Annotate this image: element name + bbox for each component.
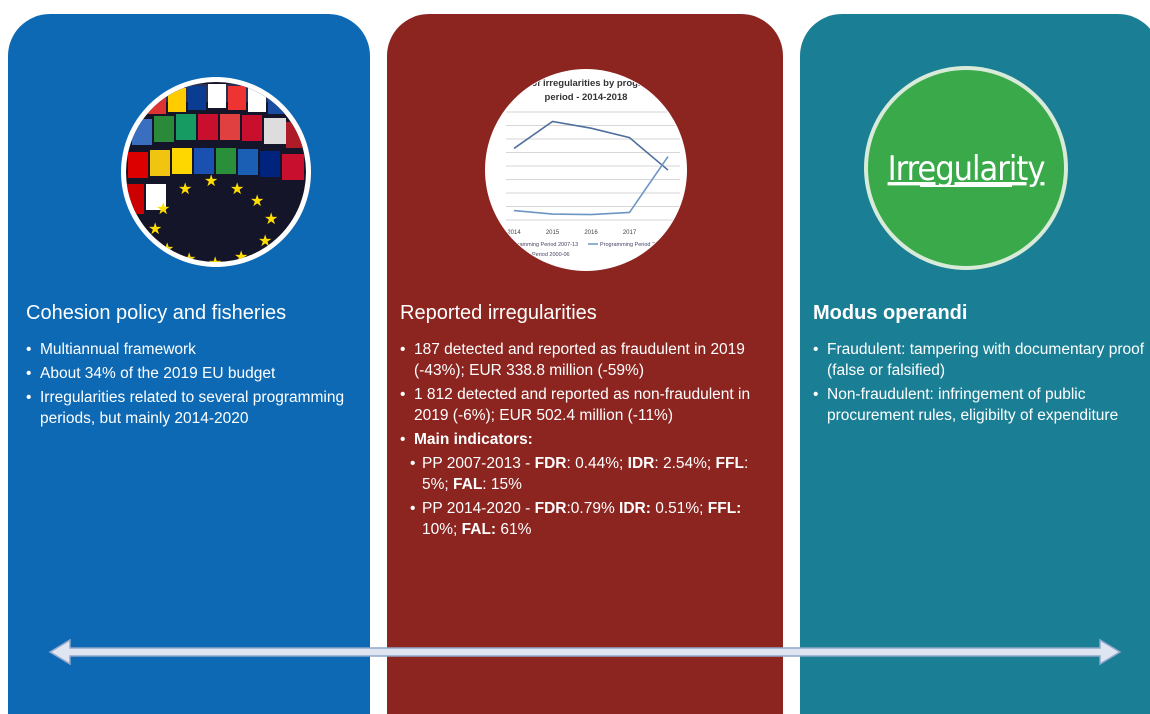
chart-thumbnail: r of irregularities by progra period - 20… bbox=[485, 69, 687, 271]
svg-text:★: ★ bbox=[208, 255, 222, 270]
thumb-line bbox=[513, 120, 669, 171]
bullet-text: FFL bbox=[715, 455, 744, 472]
thumb-x-label: 2016 bbox=[584, 230, 598, 236]
bullet: About 34% of the 2019 EU budget bbox=[26, 363, 366, 384]
bullet-list: Fraudulent: tampering with documentary p… bbox=[813, 339, 1150, 429]
bullet: PP 2014-2020 - FDR:0.79% IDR: 0.51%; FFL… bbox=[410, 498, 778, 540]
card-title: Modus operandi bbox=[813, 302, 968, 324]
bullet-text: Multiannual framework bbox=[40, 341, 196, 358]
badge-label: Irregularity bbox=[888, 149, 1046, 189]
bullet: Multiannual framework bbox=[26, 339, 366, 360]
thumb-x-label: 2015 bbox=[546, 230, 560, 236]
slide: Cohesion policy and fisheries Multiannual… bbox=[0, 0, 1150, 677]
bullet-text: IDR: bbox=[619, 500, 651, 517]
bullet-text: :0.79% bbox=[566, 500, 620, 517]
thumb-x-label: 2017 bbox=[623, 230, 637, 236]
bullet-text: About 34% of the 2019 EU budget bbox=[40, 365, 276, 382]
svg-text:★: ★ bbox=[178, 181, 192, 198]
bullet-text: Non-fraudulent: infringement of public p… bbox=[827, 386, 1119, 424]
bullet-text: : 5%; bbox=[422, 455, 749, 493]
thumb-title: period - 2014-2018 bbox=[545, 92, 628, 103]
bullet-text: FDR bbox=[534, 455, 567, 472]
card-title: Reported irregularities bbox=[400, 302, 597, 324]
bullet: 187 detected and reported as fraudulent … bbox=[400, 339, 778, 381]
bullet: Non-fraudulent: infringement of public p… bbox=[813, 384, 1150, 426]
svg-text:★: ★ bbox=[204, 173, 218, 190]
bullet-text: IDR bbox=[627, 455, 655, 472]
svg-text:★: ★ bbox=[230, 181, 244, 198]
thumb-title: r of irregularities by progra bbox=[525, 78, 648, 89]
bullet-text: 10%; bbox=[422, 521, 462, 538]
bullet-text: 1 812 detected and reported as non-fraud… bbox=[414, 386, 751, 424]
bullet-text: : 15% bbox=[482, 476, 522, 493]
svg-text:★: ★ bbox=[148, 221, 162, 238]
bullet-text: 0.51%; bbox=[650, 500, 708, 517]
timeline-arrow bbox=[48, 638, 1122, 666]
bullet-text: PP 2007-2013 - bbox=[422, 455, 535, 472]
bullet: Fraudulent: tampering with documentary p… bbox=[813, 339, 1150, 381]
bullet: Main indicators: bbox=[400, 429, 778, 450]
bullet-text: FDR bbox=[534, 500, 567, 517]
bullet: PP 2007-2013 - FDR: 0.44%; IDR: 2.54%; F… bbox=[410, 453, 778, 495]
bullet-text: Fraudulent: tampering with documentary p… bbox=[827, 341, 1145, 379]
thumb-legend-label: Programming Period 2007-13 bbox=[506, 242, 578, 248]
thumb-legend-label: Programming Period 2014 bbox=[600, 242, 664, 248]
irregularity-badge: Irregularity bbox=[864, 66, 1068, 270]
bullet-text: FAL bbox=[453, 476, 483, 493]
bullet-text: Irregularities related to several progra… bbox=[40, 389, 345, 427]
card-title: Cohesion policy and fisheries bbox=[26, 302, 287, 324]
flags-image: ★★★★ ★★★★ ★★★★ bbox=[121, 77, 311, 270]
svg-text:★: ★ bbox=[156, 201, 170, 218]
bullet-list: Multiannual framework About 34% of the 20… bbox=[26, 339, 366, 432]
bullet-text: PP 2014-2020 - bbox=[422, 500, 535, 517]
thumb-line bbox=[513, 156, 669, 216]
thumb-legend-label: Period 2000-06 bbox=[532, 252, 570, 258]
svg-text:★: ★ bbox=[264, 211, 278, 228]
bullet-text: FAL: bbox=[461, 521, 497, 538]
thumb-x-label: 2014 bbox=[507, 230, 521, 236]
bullet-text: : 2.54%; bbox=[654, 455, 716, 472]
bullet-text: FFL: bbox=[707, 500, 742, 517]
bullet: 1 812 detected and reported as non-fraud… bbox=[400, 384, 778, 426]
svg-text:★: ★ bbox=[250, 193, 264, 210]
bullet-list: 187 detected and reported as fraudulent … bbox=[400, 339, 778, 543]
bullet-text: Main indicators: bbox=[414, 431, 533, 448]
bullet-text: : 0.44%; bbox=[566, 455, 628, 472]
bullet-text: 61% bbox=[496, 521, 532, 538]
bullet: Irregularities related to several progra… bbox=[26, 387, 366, 429]
svg-text:★: ★ bbox=[182, 251, 196, 268]
bullet-text: 187 detected and reported as fraudulent … bbox=[414, 341, 745, 379]
